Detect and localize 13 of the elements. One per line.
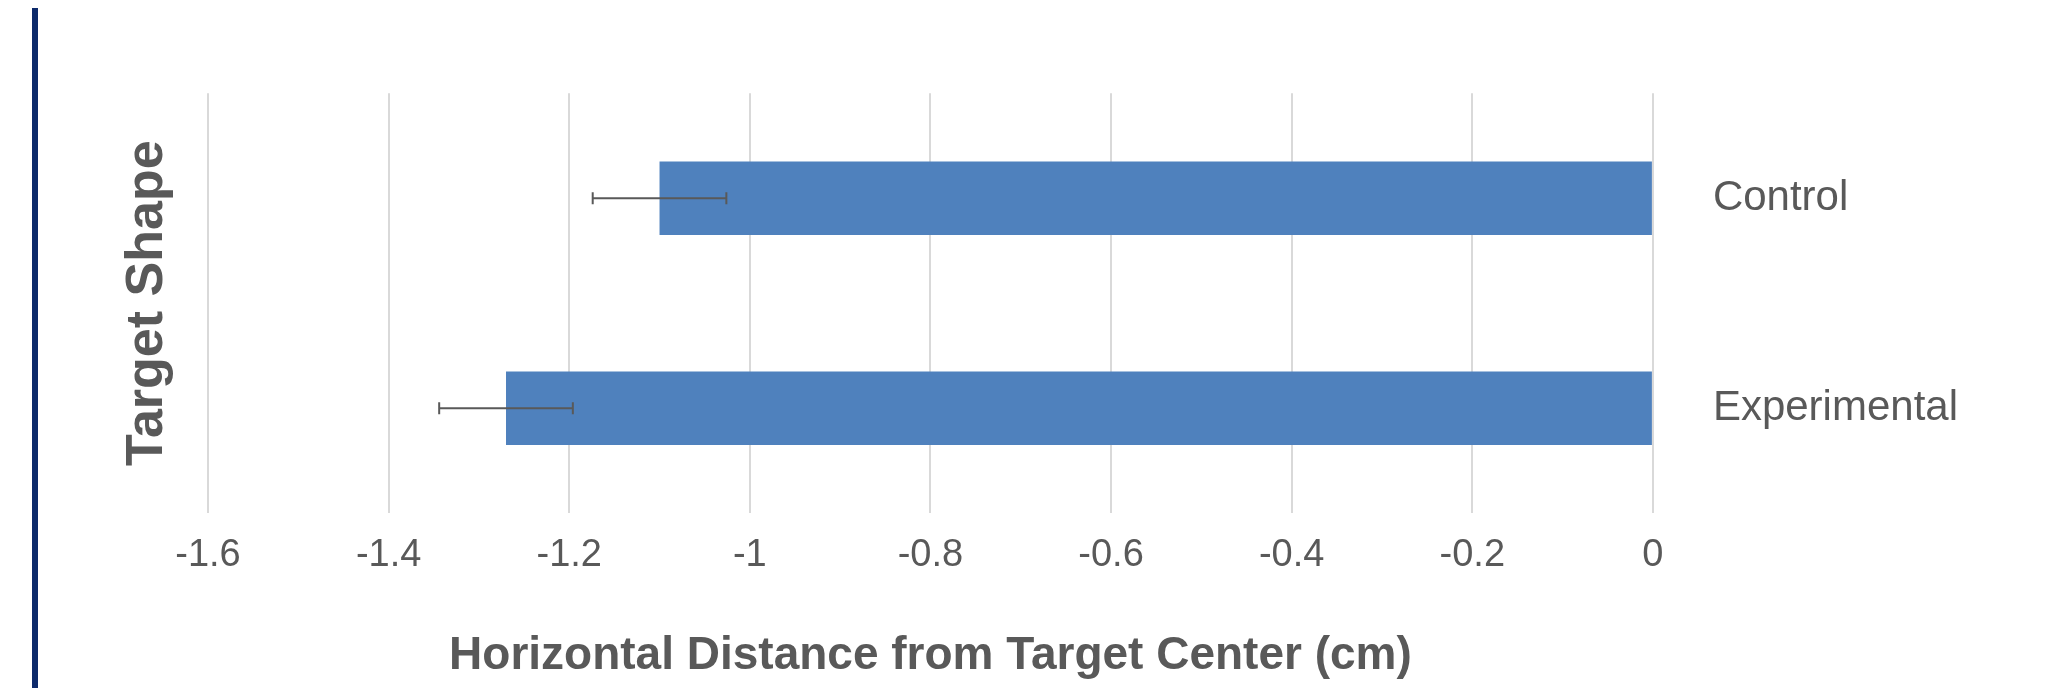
x-tick-label: -1.6	[175, 532, 241, 575]
x-tick-label: -1	[732, 532, 767, 575]
y-axis-title: Target Shape	[115, 140, 174, 466]
x-tick-label: -0.2	[1439, 532, 1506, 575]
x-tick-label: -0.8	[897, 532, 964, 575]
x-tick-label: -0.4	[1258, 532, 1325, 575]
x-tick-label: 0	[1642, 532, 1664, 575]
x-tick-label: -0.6	[1078, 532, 1144, 575]
x-axis-title: Horizontal Distance from Target Center (cm)	[449, 627, 1412, 680]
y-tick-label: Experimental	[1712, 381, 1958, 429]
x-tick-label: -1.2	[536, 532, 602, 575]
y-tick-label: Control	[1712, 171, 1849, 219]
x-tick-label: -1.4	[355, 532, 422, 575]
